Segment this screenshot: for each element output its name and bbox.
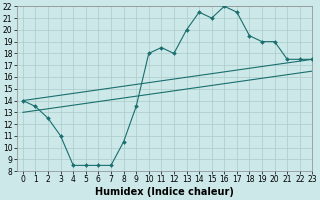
X-axis label: Humidex (Indice chaleur): Humidex (Indice chaleur) — [95, 187, 234, 197]
